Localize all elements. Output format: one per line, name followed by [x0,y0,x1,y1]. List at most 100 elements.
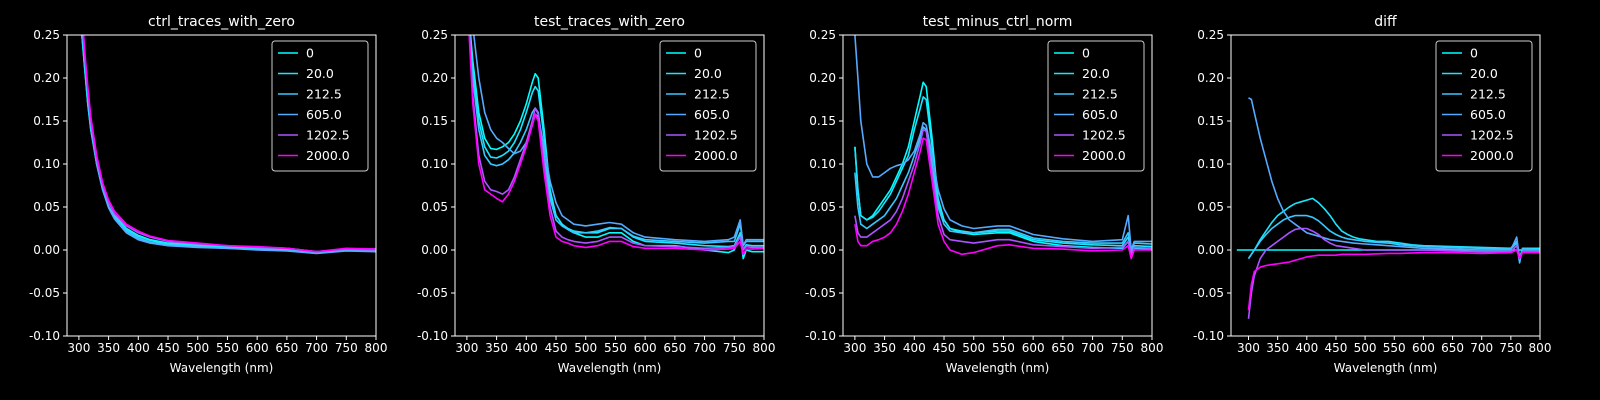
y-tick-label: -0.10 [417,329,448,343]
y-tick-label: 0.15 [1197,114,1224,128]
y-tick-label: 0.00 [1197,243,1224,257]
legend: 0 20.0 212.5 605.0 1202.5 2000.0 [659,40,757,172]
series-line-212.5 [1247,214,1540,264]
y-tick-label: 0.05 [809,200,836,214]
x-tick-label: 400 [903,341,926,355]
y-tick-label: -0.05 [29,286,60,300]
series-line-212.5 [469,35,764,247]
x-tick-label: 300 [1237,341,1260,355]
series-line-1202.5 [1247,227,1540,319]
x-tick-label: 750 [1499,341,1522,355]
chart-title: ctrl_traces_with_zero [148,14,295,30]
y-tick-label: 0.25 [809,28,836,42]
legend-label: 20.0 [694,66,722,81]
y-tick-label: -0.10 [1193,329,1224,343]
x-tick-label: 800 [1141,341,1164,355]
chart-title: test_minus_ctrl_norm [923,14,1073,30]
x-tick-label: 700 [693,341,716,355]
y-tick-label: -0.05 [417,286,448,300]
legend-label: 0 [694,46,702,61]
y-tick-label: 0.20 [1197,71,1224,85]
y-tick-label: 0.25 [33,28,60,42]
axes-frame [842,34,1153,337]
x-tick-label: 800 [365,341,388,355]
legend-label: 605.0 [694,107,730,122]
series-lines [854,35,1152,260]
x-tick-label: 700 [305,341,328,355]
y-tick-label: 0.20 [33,71,60,85]
x-tick-label: 450 [933,341,956,355]
x-tick-label: 800 [1529,341,1552,355]
y-tick-label: 0.05 [421,200,448,214]
x-tick-label: 700 [1081,341,1104,355]
x-tick-label: 550 [992,341,1015,355]
y-tick-label: 0.10 [421,157,448,171]
x-tick-label: 750 [723,341,746,355]
legend-label: 0 [1082,46,1090,61]
y-tick-label: -0.10 [805,329,836,343]
x-tick-label: 400 [1295,341,1318,355]
legend-label: 2000.0 [694,148,738,163]
x-tick-label: 550 [1383,341,1406,355]
y-tick-label: 0.00 [33,243,60,257]
x-tick-label: 650 [275,341,298,355]
x-tick-label: 400 [127,341,150,355]
legend-label: 605.0 [1082,107,1118,122]
x-tick-label: 600 [1412,341,1435,355]
series-line-2000.0 [82,35,376,253]
legend: 0 20.0 212.5 605.0 1202.5 2000.0 [1047,40,1145,172]
series-line-20.0 [469,35,764,251]
axes-frame [1230,34,1541,337]
y-tick-label: 0.15 [421,114,448,128]
y-tick-label: 0.10 [809,157,836,171]
y-tick-label: -0.05 [805,286,836,300]
legend-label: 2000.0 [1470,148,1514,163]
axes-frame [66,34,377,337]
legend-label: 212.5 [694,87,730,102]
chart-title: diff [1374,14,1397,30]
legend-label: 605.0 [1470,107,1506,122]
x-tick-label: 600 [246,341,269,355]
x-tick-label: 450 [1324,341,1347,355]
legend-label: 0 [306,46,314,61]
y-tick-label: 0.00 [421,243,448,257]
legend-label: 212.5 [1082,87,1118,102]
x-tick-label: 500 [186,341,209,355]
series-line-0 [854,81,1152,256]
x-tick-label: 450 [157,341,180,355]
legend-label: 1202.5 [1470,128,1514,143]
x-axis-label: Wavelength (nm) [946,361,1050,375]
x-tick-label: 650 [663,341,686,355]
x-tick-label: 650 [1441,341,1464,355]
x-tick-label: 600 [634,341,657,355]
series-line-2000.0 [854,137,1152,260]
x-tick-label: 700 [1470,341,1493,355]
y-tick-label: 0.05 [33,200,60,214]
chart-panel-3: 300 350 400 450 500 550 600 650 700 750 800 -0.10 -0… [805,14,1164,375]
x-tick-label: 400 [515,341,538,355]
x-axis-label: Wavelength (nm) [558,361,662,375]
legend: 0 20.0 212.5 605.0 1202.5 2000.0 [1435,40,1533,172]
legend-label: 212.5 [306,87,342,102]
y-tick-label: -0.05 [1193,286,1224,300]
x-axis-label: Wavelength (nm) [170,361,274,375]
legend-label: 212.5 [1470,87,1506,102]
series-line-605.0 [854,35,1152,251]
x-tick-label: 600 [1022,341,1045,355]
series-line-2000.0 [1247,249,1540,311]
chart-title: test_traces_with_zero [534,14,685,30]
x-tick-label: 650 [1051,341,1074,355]
series-line-605.0 [1248,97,1540,260]
x-tick-label: 500 [574,341,597,355]
series-line-605.0 [472,35,764,247]
x-tick-label: 350 [1266,341,1289,355]
legend-label: 2000.0 [306,148,350,163]
y-tick-label: 0.15 [33,114,60,128]
y-tick-label: 0.10 [1197,157,1224,171]
x-tick-label: 300 [67,341,90,355]
y-tick-label: 0.10 [33,157,60,171]
series-line-20.0 [854,96,1152,253]
x-tick-label: 500 [1354,341,1377,355]
x-tick-label: 750 [1111,341,1134,355]
series-line-20.0 [1247,197,1540,260]
